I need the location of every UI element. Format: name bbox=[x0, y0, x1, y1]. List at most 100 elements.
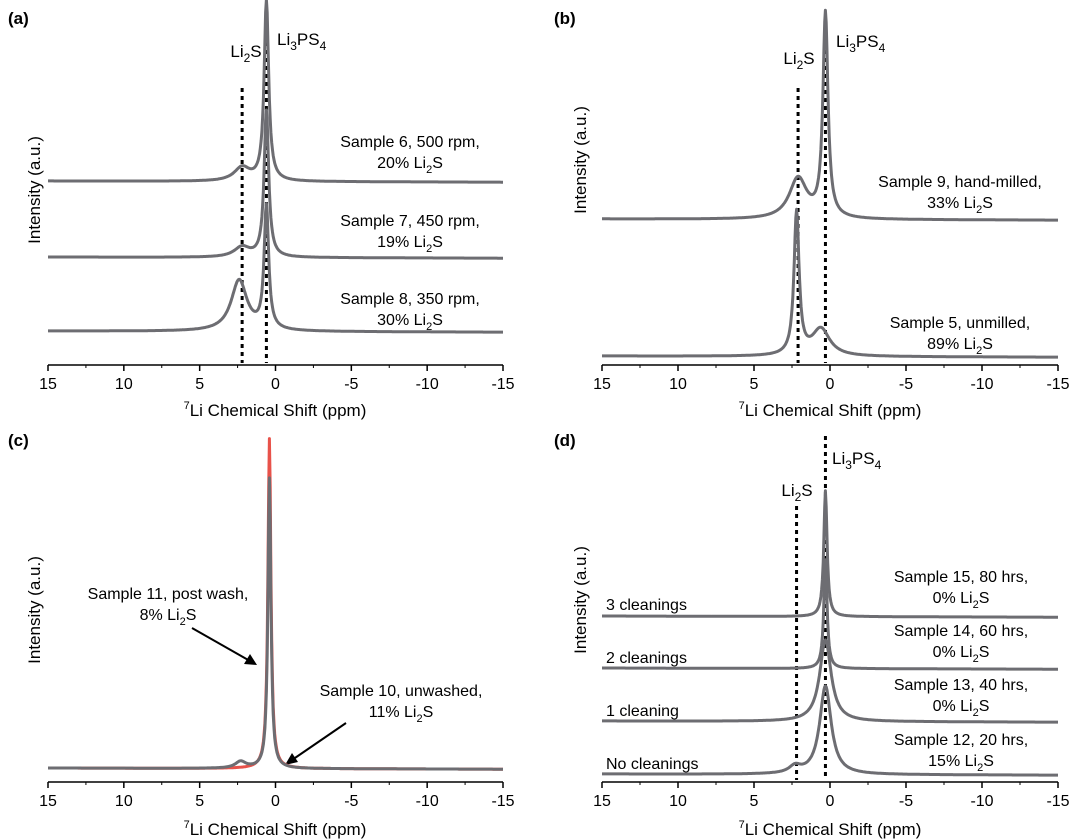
x-tick-label: -10 bbox=[970, 376, 993, 393]
x-tick-label: 5 bbox=[195, 793, 204, 810]
cleaning-label: 1 cleaning bbox=[606, 703, 679, 720]
x-tick-label: 10 bbox=[115, 376, 133, 393]
series-label-sample-8: Sample 8, 350 rpm, 30% Li2S bbox=[340, 291, 480, 333]
series-label-sample-6: Sample 6, 500 rpm, 20% Li2S bbox=[340, 134, 480, 176]
y-axis-label: Intensity (a.u.) bbox=[571, 546, 590, 654]
panel-label: (d) bbox=[554, 431, 576, 450]
ref-label-li2s: Li2S bbox=[781, 481, 812, 504]
panel-label: (c) bbox=[8, 431, 29, 450]
spectrum-trace bbox=[47, 108, 504, 260]
x-tick-label: -10 bbox=[416, 376, 439, 393]
cleaning-label: 2 cleanings bbox=[606, 650, 687, 667]
ref-label-li2s: Li2S bbox=[230, 42, 261, 65]
spectrum-trace bbox=[47, 202, 504, 334]
svg-text:Li3PS4: Li3PS4 bbox=[836, 32, 886, 55]
x-tick-label: 5 bbox=[750, 793, 759, 810]
series-label-sample-5: Sample 5, unmilled, 89% Li2S bbox=[890, 315, 1031, 357]
panel-label: (a) bbox=[8, 9, 29, 28]
series-label-sample-12: Sample 12, 20 hrs, 15% Li2S bbox=[894, 732, 1028, 774]
x-axis-label: 7Li Chemical Shift (ppm) bbox=[184, 400, 367, 420]
series-label-sample-10: Sample 10, unwashed, 11% Li2S bbox=[320, 683, 483, 725]
x-tick-label: 0 bbox=[271, 376, 280, 393]
svg-text:Li2S: Li2S bbox=[781, 481, 812, 504]
x-axis-label-superscript: 7 bbox=[184, 400, 190, 412]
spectrum-trace bbox=[601, 489, 1059, 619]
x-tick-label: -5 bbox=[899, 793, 913, 810]
svg-text:Li2S: Li2S bbox=[783, 49, 814, 72]
svg-text:30% Li2S: 30% Li2S bbox=[377, 312, 443, 333]
cleaning-label: No cleanings bbox=[606, 756, 699, 773]
x-tick-label: 10 bbox=[669, 793, 687, 810]
x-tick-label: -15 bbox=[491, 793, 514, 810]
series-label-sample-9: Sample 9, hand-milled, 33% Li2S bbox=[878, 174, 1042, 216]
svg-text:Sample 15, 80 hrs,: Sample 15, 80 hrs, bbox=[894, 569, 1028, 586]
svg-text:11% Li2S: 11% Li2S bbox=[369, 704, 434, 725]
x-tick-label: 15 bbox=[39, 376, 57, 393]
spectrum-trace bbox=[601, 638, 1059, 724]
svg-text:Sample 5, unmilled,: Sample 5, unmilled, bbox=[890, 315, 1031, 332]
x-tick-label: 10 bbox=[115, 793, 133, 810]
ref-label-li3ps4: Li3PS4 bbox=[832, 449, 882, 472]
svg-text:8% Li2S: 8% Li2S bbox=[140, 607, 197, 628]
x-tick-label: 0 bbox=[271, 793, 280, 810]
svg-text:Sample 14, 60 hrs,: Sample 14, 60 hrs, bbox=[894, 623, 1028, 640]
x-tick-label: 15 bbox=[593, 376, 611, 393]
panel-a: (a) Intensity (a.u.) 7Li Chemical Shift … bbox=[8, 9, 480, 420]
spectrum-trace bbox=[601, 8, 1059, 222]
ref-label-li3ps4: Li3PS4 bbox=[836, 32, 886, 55]
ref-label-li2s: Li2S bbox=[783, 49, 814, 72]
x-tick-label: -5 bbox=[344, 793, 358, 810]
annotation-arrow bbox=[291, 722, 347, 761]
svg-text:Sample 8, 350 rpm,: Sample 8, 350 rpm, bbox=[340, 291, 480, 308]
svg-text:Sample 11, post wash,: Sample 11, post wash, bbox=[88, 586, 249, 603]
x-tick-label: 10 bbox=[669, 376, 687, 393]
svg-text:89% Li2S: 89% Li2S bbox=[927, 336, 993, 357]
x-axis-label-text: Li Chemical Shift (ppm) bbox=[190, 401, 367, 420]
series-label-sample-14: Sample 14, 60 hrs, 0% Li2S bbox=[894, 623, 1028, 665]
svg-text:Li2S: Li2S bbox=[230, 42, 261, 65]
svg-text:Sample 13, 40 hrs,: Sample 13, 40 hrs, bbox=[894, 677, 1028, 694]
series-label-sample-7: Sample 7, 450 rpm, 19% Li2S bbox=[340, 213, 480, 255]
spectrum-trace bbox=[601, 684, 1059, 777]
y-axis-label: Intensity (a.u.) bbox=[25, 556, 44, 664]
svg-text:Sample 7, 450 rpm,: Sample 7, 450 rpm, bbox=[340, 213, 480, 230]
svg-text:33% Li2S: 33% Li2S bbox=[927, 195, 993, 216]
series-label-sample-11: Sample 11, post wash, 8% Li2S bbox=[88, 586, 249, 628]
arrowhead bbox=[285, 753, 298, 765]
y-axis-label: Intensity (a.u.) bbox=[571, 106, 590, 214]
x-tick-label: 15 bbox=[39, 793, 57, 810]
panel-b: (b) Intensity (a.u.) 7Li Chemical Shift … bbox=[554, 9, 1042, 420]
svg-text:Sample 12, 20 hrs,: Sample 12, 20 hrs, bbox=[894, 732, 1028, 749]
svg-text:19% Li2S: 19% Li2S bbox=[377, 234, 443, 255]
x-tick-label: 5 bbox=[750, 376, 759, 393]
x-tick-label: -15 bbox=[1046, 376, 1069, 393]
x-tick-label: -5 bbox=[344, 376, 358, 393]
x-axis-label: 7Li Chemical Shift (ppm) bbox=[184, 819, 367, 839]
panel-label: (b) bbox=[554, 9, 576, 28]
x-tick-label: 0 bbox=[826, 376, 835, 393]
svg-text:20% Li2S: 20% Li2S bbox=[377, 155, 443, 176]
x-tick-label: -15 bbox=[491, 376, 514, 393]
x-tick-label: -10 bbox=[970, 793, 993, 810]
series-label-sample-15: Sample 15, 80 hrs, 0% Li2S bbox=[894, 569, 1028, 611]
ref-label-li3ps4: Li3PS4 bbox=[277, 30, 327, 53]
spectrum-trace bbox=[601, 558, 1059, 671]
x-axis-label: 7Li Chemical Shift (ppm) bbox=[739, 400, 922, 420]
x-tick-label: 5 bbox=[195, 376, 204, 393]
svg-text:Sample 9, hand-milled,: Sample 9, hand-milled, bbox=[878, 174, 1042, 191]
x-tick-label: 0 bbox=[826, 793, 835, 810]
x-axis-label: 7Li Chemical Shift (ppm) bbox=[739, 819, 922, 839]
x-tick-label: -5 bbox=[899, 376, 913, 393]
y-axis-label: Intensity (a.u.) bbox=[25, 136, 44, 244]
chart-marks: 15 10 5 0 -5 -10 -15 15 10 5 0 -5 -10 -15 15 10 5 0 -5 -10 -… bbox=[39, 0, 1070, 810]
panel-c: (c) Intensity (a.u.) 7Li Chemical Shift … bbox=[8, 431, 482, 839]
svg-text:Li3PS4: Li3PS4 bbox=[832, 449, 882, 472]
svg-text:0% Li2S: 0% Li2S bbox=[933, 698, 990, 719]
svg-text:0% Li2S: 0% Li2S bbox=[933, 590, 990, 611]
panel-d: (d) Intensity (a.u.) 7Li Chemical Shift … bbox=[554, 431, 1028, 839]
x-tick-label: 15 bbox=[593, 793, 611, 810]
spectrum-trace bbox=[47, 0, 504, 184]
spectrum-trace bbox=[601, 207, 1059, 359]
x-tick-label: -15 bbox=[1046, 793, 1069, 810]
